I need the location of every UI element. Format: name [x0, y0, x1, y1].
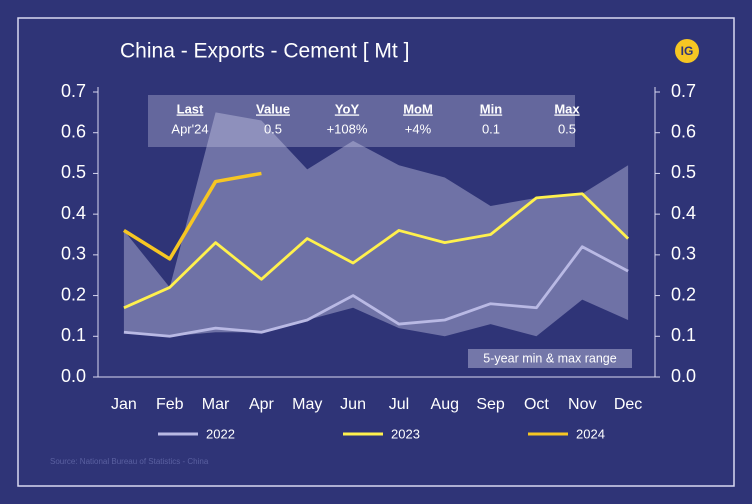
y-tick-label: 0.1: [61, 325, 86, 345]
frame: [17, 17, 735, 487]
stats-header: MoM: [403, 101, 433, 116]
stats-value: Apr'24: [171, 121, 208, 136]
range-label: 5-year min & max range: [483, 351, 616, 365]
range-label-box: [468, 349, 632, 368]
range-band: [123, 112, 629, 337]
x-tick-label: Apr: [249, 396, 275, 413]
x-tick-label: Jun: [340, 396, 366, 413]
x-tick-label: Oct: [524, 396, 549, 413]
legend-label: 2022: [206, 426, 235, 441]
y-tick-label: 0.2: [61, 284, 86, 304]
y2-tick-label: 0.7: [671, 81, 696, 101]
stats-header: Value: [256, 101, 290, 116]
stats-value: +4%: [405, 121, 432, 136]
y2-tick-label: 0.0: [671, 366, 696, 386]
y2-tick-label: 0.5: [671, 162, 696, 182]
y-tick-label: 0.0: [61, 366, 86, 386]
logo: IG: [681, 44, 694, 58]
x-tick-label: May: [292, 396, 322, 413]
legend-label: 2024: [576, 426, 605, 441]
stats-header: Max: [554, 101, 580, 116]
stats-header: YoY: [335, 101, 360, 116]
x-tick-label: Nov: [568, 396, 596, 413]
y2-tick-label: 0.6: [671, 121, 696, 141]
stats-value: 0.5: [558, 121, 576, 136]
x-tick-label: Mar: [202, 396, 230, 413]
y-tick-label: 0.3: [61, 244, 86, 264]
y-tick-label: 0.6: [61, 121, 86, 141]
stats-header: Min: [480, 101, 502, 116]
series-line: [123, 245, 629, 338]
series-line: [122, 171, 262, 261]
stats-header: Last: [177, 101, 204, 116]
stats-box: [148, 95, 575, 147]
y2-tick-label: 0.3: [671, 244, 696, 264]
stats-value: 0.5: [264, 121, 282, 136]
y2-tick-label: 0.2: [671, 284, 696, 304]
stats-value: 0.1: [482, 121, 500, 136]
x-tick-label: Feb: [156, 396, 184, 413]
legend-label: 2023: [391, 426, 420, 441]
stats-value: +108%: [327, 121, 368, 136]
x-tick-label: Aug: [431, 396, 459, 413]
series-line: [123, 192, 630, 310]
y2-tick-label: 0.4: [671, 203, 696, 223]
source: Source: National Bureau of Statistics - …: [50, 457, 209, 466]
logo-badge: [675, 39, 699, 63]
x-tick-label: Jul: [389, 396, 409, 413]
y2-tick-label: 0.1: [671, 325, 696, 345]
y-tick-label: 0.5: [61, 162, 86, 182]
chart-title: China - Exports - Cement [ Mt ]: [120, 40, 409, 63]
x-tick-label: Sep: [476, 396, 505, 413]
y-tick-label: 0.7: [61, 81, 86, 101]
x-tick-label: Jan: [111, 396, 137, 413]
y-tick-label: 0.4: [61, 203, 86, 223]
x-tick-label: Dec: [614, 396, 642, 413]
